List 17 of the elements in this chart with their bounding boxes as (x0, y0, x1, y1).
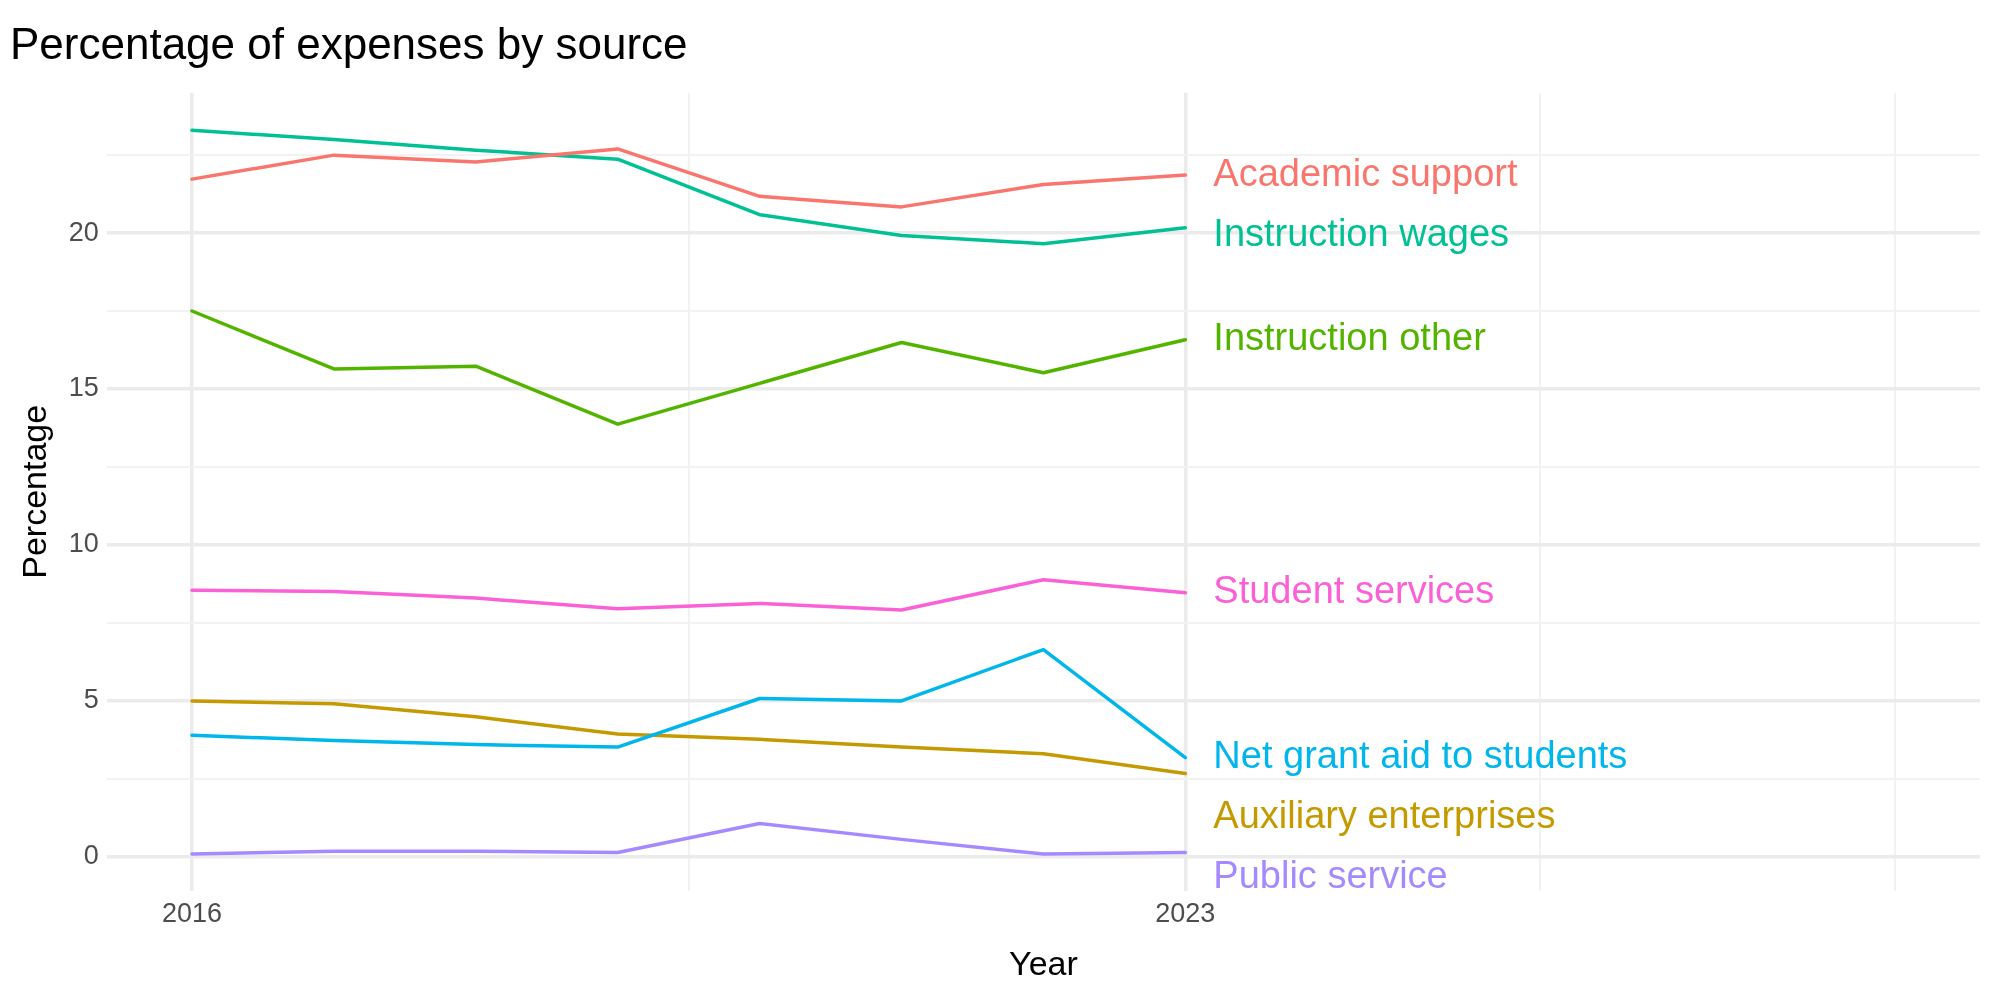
chart-title: Percentage of expenses by source (10, 18, 688, 68)
series-label: Net grant aid to students (1213, 734, 1628, 777)
series-label: Student services (1213, 569, 1495, 612)
series-label: Instruction wages (1213, 211, 1510, 254)
y-axis-title: Percentage (14, 404, 53, 579)
series-label: Instruction other (1213, 316, 1487, 359)
y-tick-label: 10 (68, 528, 99, 559)
x-tick-label: 2016 (161, 898, 223, 929)
y-tick-label: 0 (83, 839, 99, 870)
series-label: Public service (1213, 854, 1448, 897)
y-tick-label: 15 (68, 372, 99, 403)
y-tick-label: 5 (83, 684, 99, 715)
y-tick-label: 20 (68, 216, 99, 247)
x-tick-label: 2023 (1155, 898, 1216, 929)
series-label: Academic support (1213, 151, 1518, 194)
x-axis-title: Year (1009, 943, 1078, 982)
series-label: Auxiliary enterprises (1213, 794, 1556, 837)
